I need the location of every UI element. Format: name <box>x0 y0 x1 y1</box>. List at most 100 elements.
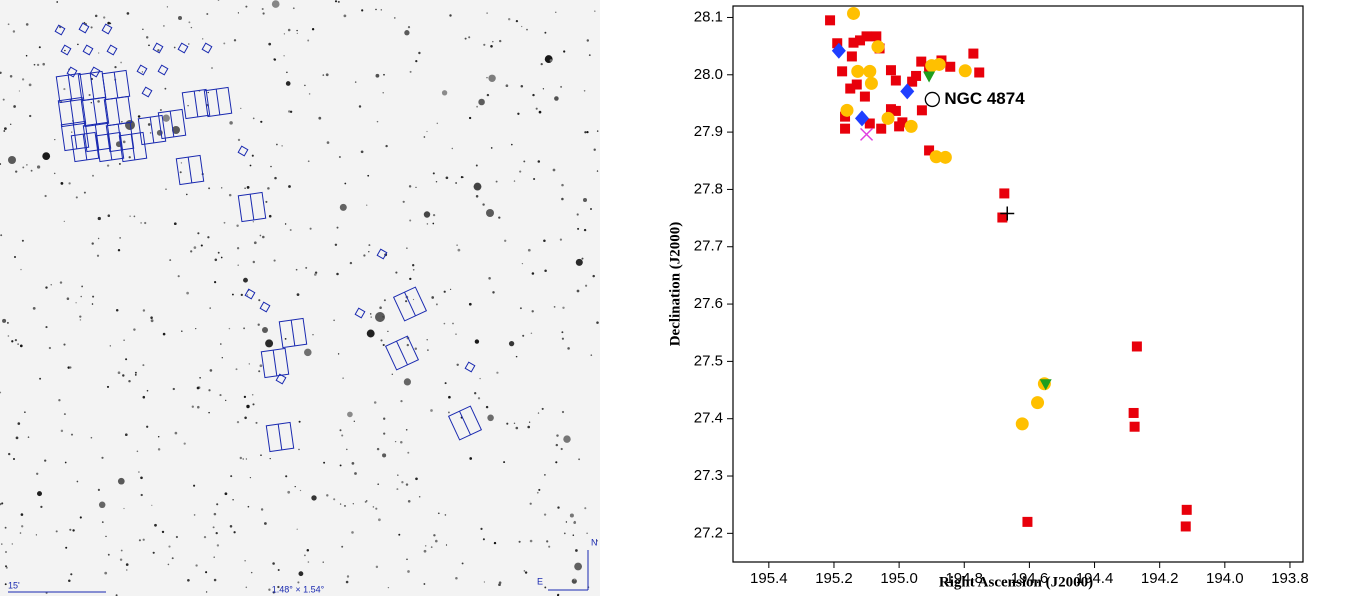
star <box>298 571 304 577</box>
star <box>576 213 579 216</box>
star <box>294 485 296 488</box>
star <box>75 196 78 199</box>
star <box>530 332 533 334</box>
star <box>544 31 547 34</box>
star <box>583 90 586 92</box>
star <box>508 18 511 21</box>
north-label: N <box>591 537 598 547</box>
star <box>482 538 485 541</box>
star <box>19 344 23 348</box>
star <box>142 364 145 367</box>
star <box>217 0 220 1</box>
star <box>445 544 448 546</box>
small-footprint <box>136 64 148 76</box>
star <box>391 373 393 375</box>
square-point <box>897 117 908 128</box>
star <box>134 371 137 374</box>
star <box>45 286 48 289</box>
star <box>12 30 16 33</box>
star <box>517 112 520 115</box>
star <box>345 580 349 584</box>
star <box>17 343 19 345</box>
star <box>70 433 74 436</box>
square-point <box>1181 504 1192 515</box>
footprint <box>278 317 308 349</box>
star <box>337 353 340 355</box>
star <box>181 330 183 332</box>
star <box>141 71 144 73</box>
star <box>17 422 21 425</box>
star <box>214 281 217 284</box>
star <box>137 115 141 118</box>
footprint <box>237 191 267 223</box>
star <box>543 513 547 516</box>
star <box>107 214 111 217</box>
star <box>474 339 480 344</box>
star <box>312 333 314 336</box>
star <box>369 313 372 315</box>
star <box>574 562 582 571</box>
star <box>260 508 264 511</box>
star <box>589 207 593 211</box>
star <box>223 221 226 224</box>
square-point <box>832 38 843 49</box>
star <box>432 213 436 217</box>
star <box>385 144 388 148</box>
star <box>236 224 239 227</box>
y-tick-label: 27.3 <box>694 467 723 484</box>
star <box>88 93 91 97</box>
star <box>496 371 499 374</box>
star <box>367 174 370 177</box>
star <box>248 363 250 365</box>
square-point <box>1128 407 1139 418</box>
footprint-split <box>249 194 255 220</box>
size-label: 1.48° × 1.54° <box>272 584 325 594</box>
star <box>4 583 7 586</box>
star <box>208 411 210 414</box>
square-point <box>855 35 866 46</box>
star <box>379 306 382 309</box>
star <box>552 168 556 172</box>
star <box>593 148 596 151</box>
star <box>92 174 94 177</box>
star <box>265 200 268 203</box>
y-tick-label: 27.4 <box>694 410 723 427</box>
star <box>519 307 522 310</box>
star <box>418 495 421 498</box>
star <box>18 90 20 92</box>
circle-point <box>958 64 972 78</box>
star <box>519 170 522 173</box>
star <box>296 32 298 35</box>
star <box>307 39 310 42</box>
star <box>159 108 162 112</box>
star <box>0 163 2 165</box>
star <box>109 22 112 25</box>
star <box>311 28 315 31</box>
star <box>546 540 549 543</box>
galaxy <box>583 198 587 202</box>
star <box>523 160 526 163</box>
star <box>594 10 596 12</box>
star <box>461 562 464 565</box>
star <box>90 436 93 439</box>
star <box>21 78 25 81</box>
star <box>426 223 429 225</box>
footprints <box>54 22 483 453</box>
star <box>237 12 239 14</box>
footprint-split <box>89 73 95 99</box>
star <box>437 512 440 515</box>
galaxy <box>486 209 494 217</box>
galaxy <box>172 126 180 134</box>
star <box>285 475 288 478</box>
star <box>223 42 226 45</box>
star <box>83 191 86 194</box>
star <box>211 67 213 69</box>
y-tick-label: 27.7 <box>694 238 723 255</box>
star <box>404 30 410 36</box>
star <box>90 26 93 29</box>
star <box>36 165 41 169</box>
star <box>435 303 438 306</box>
star <box>252 221 254 223</box>
star <box>322 561 324 563</box>
star <box>354 81 357 83</box>
